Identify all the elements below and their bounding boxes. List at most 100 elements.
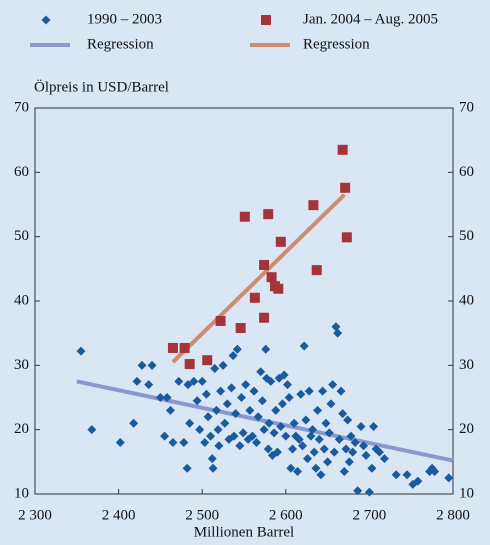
point — [263, 444, 273, 454]
y-tick-label: 30 — [14, 357, 29, 373]
point — [308, 200, 319, 211]
point — [241, 380, 251, 390]
point — [329, 447, 339, 457]
point — [167, 342, 178, 353]
point — [222, 399, 232, 409]
regression-line — [76, 379, 454, 463]
point — [333, 328, 343, 338]
point — [253, 412, 263, 422]
point — [271, 405, 281, 415]
point — [179, 438, 189, 448]
point — [308, 425, 318, 435]
point — [203, 412, 213, 422]
point — [252, 438, 262, 448]
y-tick-label-right: 20 — [459, 421, 474, 437]
point — [264, 418, 274, 428]
legend-label: Regression — [303, 36, 370, 52]
y-tick-label-right: 60 — [459, 164, 474, 180]
point — [220, 418, 230, 428]
point — [318, 386, 328, 396]
y-tick-label: 10 — [14, 485, 29, 501]
point — [286, 463, 296, 473]
point — [231, 409, 241, 419]
y-tick-label: 20 — [14, 421, 29, 437]
point — [314, 434, 324, 444]
point — [337, 144, 348, 155]
point — [323, 457, 333, 467]
point — [298, 441, 308, 451]
point — [311, 463, 321, 473]
point — [284, 393, 294, 402]
point — [184, 359, 195, 370]
point — [235, 441, 245, 451]
point — [266, 376, 276, 386]
point — [293, 466, 303, 476]
point — [182, 463, 192, 473]
point — [269, 428, 279, 438]
legend-label: Regression — [87, 36, 154, 52]
point — [316, 470, 326, 480]
point — [259, 425, 269, 435]
legend-marker — [41, 15, 51, 25]
point — [374, 447, 384, 457]
y-tick-label-right: 70 — [459, 99, 474, 115]
y-tick-label: 70 — [14, 99, 29, 115]
y-tick-label: 40 — [14, 292, 29, 308]
point — [303, 454, 313, 464]
point — [369, 421, 379, 431]
point — [261, 344, 271, 354]
point — [236, 393, 246, 402]
point — [391, 470, 401, 480]
point — [348, 447, 358, 457]
point — [235, 323, 246, 334]
point — [208, 463, 218, 473]
point — [340, 182, 351, 193]
legend-label: 1990 – 2003 — [87, 11, 162, 27]
point — [87, 425, 97, 435]
point — [211, 405, 221, 415]
point — [341, 232, 352, 243]
y-tick-label-right: 10 — [459, 485, 474, 501]
legend-marker — [261, 15, 271, 25]
point — [344, 457, 354, 467]
y-axis-label: Ölpreis in USD/Barrel — [34, 78, 169, 95]
point — [115, 438, 125, 448]
point — [229, 431, 239, 441]
point — [200, 438, 210, 448]
point — [350, 438, 360, 448]
point — [144, 380, 154, 390]
point — [195, 425, 205, 435]
point — [341, 444, 351, 454]
point — [430, 466, 440, 476]
point — [413, 476, 423, 486]
y-tick-label-right: 30 — [459, 357, 474, 373]
point — [160, 431, 170, 441]
y-tick-label: 60 — [14, 164, 29, 180]
point — [326, 399, 336, 409]
y-tick-label-right: 50 — [459, 228, 474, 244]
point — [232, 344, 242, 354]
point — [168, 438, 178, 448]
point — [259, 312, 270, 323]
point — [379, 454, 389, 464]
point — [361, 450, 371, 460]
point — [239, 211, 250, 222]
point — [174, 376, 184, 386]
point — [137, 360, 147, 370]
point — [299, 341, 309, 351]
point — [321, 418, 331, 428]
point — [266, 272, 277, 283]
point — [311, 265, 322, 276]
point — [189, 376, 199, 386]
point — [336, 386, 346, 396]
point — [331, 322, 341, 332]
point — [165, 405, 175, 415]
x-tick-label: 2 400 — [102, 507, 136, 523]
point — [281, 431, 291, 441]
x-tick-label: 2 600 — [269, 507, 303, 523]
point — [338, 409, 348, 419]
point — [162, 393, 172, 402]
point — [289, 418, 299, 428]
